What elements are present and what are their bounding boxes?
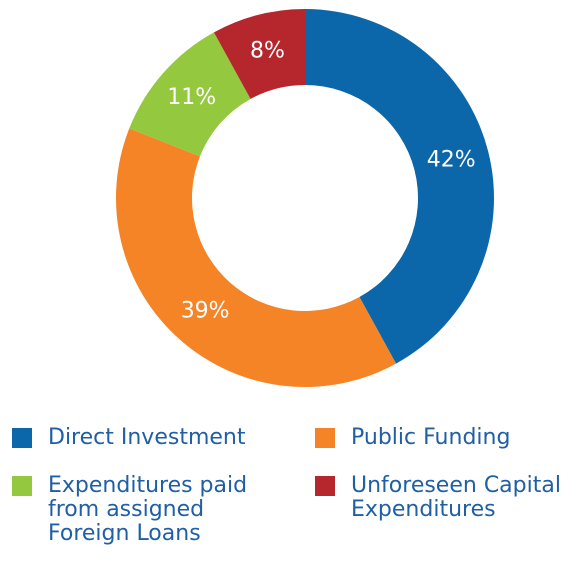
donut: 42% 39% 11% 8% (116, 9, 494, 388)
legend-label: Public Funding (351, 425, 511, 450)
slice (305, 9, 494, 364)
slice (116, 128, 397, 388)
slice-label: 42% (427, 147, 476, 172)
legend-swatch (315, 428, 335, 448)
legend-label: Expenditures paid from assigned Foreign … (48, 473, 248, 546)
legend-swatch (315, 476, 335, 496)
slice-label: 8% (250, 39, 285, 64)
legend-label: Direct Investment (48, 425, 246, 450)
legend-item: Expenditures paid from assigned Foreign … (12, 474, 272, 546)
legend-swatch (12, 428, 32, 448)
legend-swatch (12, 476, 32, 496)
slice-label: 39% (181, 298, 230, 323)
legend-item: Public Funding (315, 426, 565, 450)
legend-label: Unforeseen Capital Expenditures (351, 473, 561, 522)
slice (213, 9, 305, 99)
legend-item: Unforeseen Capital Expenditures (315, 474, 565, 522)
legend-item: Direct Investment (12, 426, 272, 450)
slice-label: 11% (167, 85, 216, 110)
slice (129, 32, 251, 157)
